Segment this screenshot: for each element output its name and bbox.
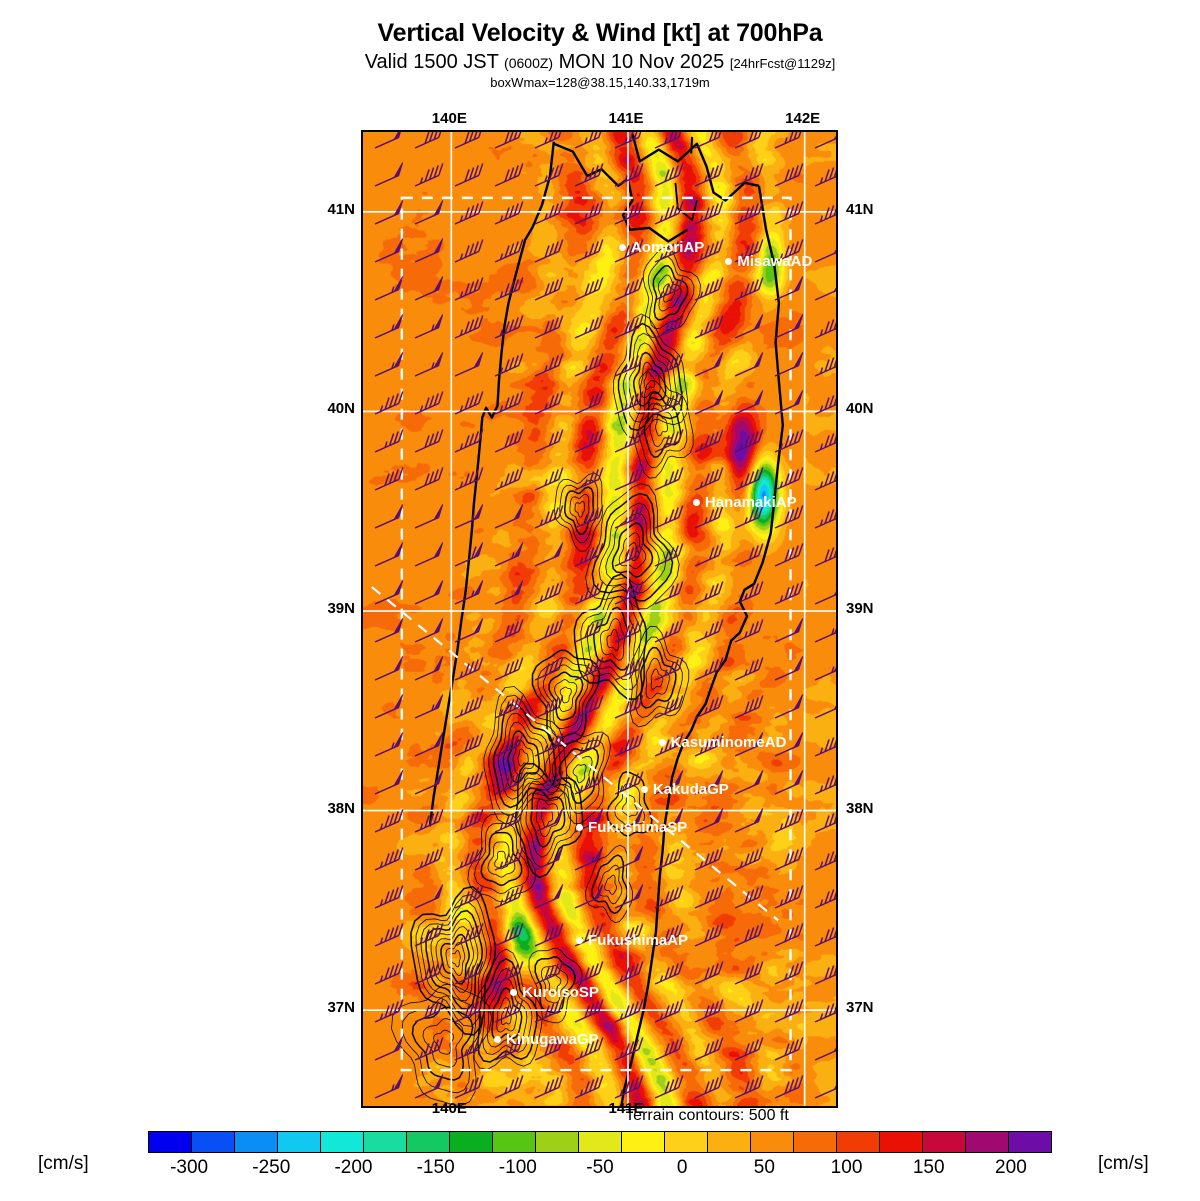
valid-time-prefix: Valid 1500 JST	[364, 51, 499, 74]
colorbar-tick: -300	[170, 1157, 209, 1178]
title-block: Vertical Velocity & Wind [kt] at 700hPa …	[0, 0, 1200, 90]
colorbar-swatch	[579, 1132, 622, 1152]
page-title: Vertical Velocity & Wind [kt] at 700hPa	[377, 19, 823, 47]
colorbar-tick: -100	[498, 1157, 537, 1178]
colorbar-swatch	[149, 1132, 192, 1152]
terrain-contour-note-text: Terrain contours: 500 ft	[625, 1107, 789, 1124]
colorbar-tick-labels: -300 -250 -200 -150 -100 -50 0 50 100 150 200	[148, 1157, 1052, 1183]
colorbar-swatch	[966, 1132, 1009, 1152]
lat-label-left: 39N	[327, 600, 355, 618]
lat-label-right: 40N	[846, 400, 874, 418]
terrain-contour-note: Terrain contours: 500 ft	[0, 1107, 1200, 1125]
colorbar-swatch	[278, 1132, 321, 1152]
lat-label-right: 37N	[846, 999, 874, 1017]
colorbar-tick: -200	[334, 1157, 373, 1178]
colorbar-swatch	[364, 1132, 407, 1152]
colorbar-tick: 50	[753, 1157, 775, 1178]
colorbar-tick: -50	[586, 1157, 614, 1178]
lat-label-left: 38N	[327, 799, 355, 817]
station-label: KinugawaGP	[505, 1030, 599, 1048]
station-dot-icon	[658, 739, 666, 747]
colorbar-swatch	[837, 1132, 880, 1152]
colorbar-swatch	[880, 1132, 923, 1152]
station-dot-icon	[576, 936, 584, 944]
colorbar-tick: 200	[995, 1157, 1027, 1178]
colorbar-swatch	[923, 1132, 966, 1152]
forecast-tag: [24hrFcst@1129z]	[729, 56, 836, 72]
station-marker[interactable]: FukushimaSP	[576, 819, 687, 836]
valid-time-line: Valid 1500 JST (0600Z) MON 10 Nov 2025 […	[0, 52, 1200, 73]
colorbar-swatch	[192, 1132, 235, 1152]
colorbar-unit-left: [cm/s]	[38, 1153, 89, 1174]
colorbar-tick: 0	[676, 1157, 688, 1178]
map-panel[interactable]: AomoriAP MisawaAD HanamakiAP KasuminomeAD Ka…	[361, 130, 838, 1108]
colorbar-swatch	[536, 1132, 579, 1152]
station-marker[interactable]: MisawaAD	[725, 253, 812, 270]
vertical-velocity-field	[363, 132, 836, 1106]
lat-label-left: 41N	[327, 200, 355, 218]
station-label: FukushimaSP	[588, 819, 688, 837]
colorbar-swatch	[321, 1132, 364, 1152]
lat-label-right: 39N	[846, 600, 874, 618]
colorbar-tick: -150	[416, 1157, 455, 1178]
lat-label-left: 40N	[327, 400, 355, 418]
station-marker[interactable]: FukushimaAP	[576, 932, 688, 949]
station-dot-icon	[640, 786, 648, 794]
station-marker[interactable]: HanamakiAP	[692, 493, 797, 511]
colorbar-tick: 150	[912, 1157, 945, 1178]
station-label: MisawaAD	[737, 253, 813, 271]
station-marker[interactable]: KakudaGP	[640, 781, 729, 799]
colorbar-swatch	[235, 1132, 278, 1152]
lat-label-right: 38N	[846, 799, 874, 817]
colorbar-swatch	[665, 1132, 708, 1152]
colorbar-panel: Terrain contours: 500 ft [cm/s] [cm/s] -…	[0, 1107, 1200, 1201]
colorbar-swatch	[708, 1132, 751, 1152]
lon-label-top: 142E	[785, 110, 821, 127]
station-label: AomoriAP	[630, 238, 705, 256]
station-label: KakudaGP	[652, 781, 729, 799]
map-overlay-layer	[363, 132, 836, 1106]
colorbar-swatch	[450, 1132, 493, 1152]
colorbar-unit-right: [cm/s]	[1098, 1153, 1149, 1174]
station-label: KasuminomeAD	[670, 734, 787, 752]
station-label: FukushimaAP	[588, 931, 689, 949]
colorbar-tick: 100	[830, 1157, 863, 1178]
station-marker[interactable]: KasuminomeAD	[658, 734, 787, 752]
colorbar-tick: -250	[252, 1157, 291, 1178]
station-dot-icon	[725, 258, 733, 266]
colorbar-swatch	[407, 1132, 450, 1152]
station-dot-icon	[493, 1035, 501, 1043]
lon-label-top: 140E	[431, 110, 467, 127]
colorbar-swatch	[794, 1132, 837, 1152]
station-dot-icon	[576, 824, 584, 832]
station-dot-icon	[510, 988, 518, 996]
lon-label-top: 141E	[608, 110, 644, 127]
valid-time-zulu: (0600Z)	[504, 55, 554, 72]
colorbar-gradient	[148, 1131, 1052, 1153]
colorbar-swatch	[751, 1132, 794, 1152]
lat-label-right: 41N	[846, 200, 874, 218]
station-label: HanamakiAP	[704, 493, 797, 511]
lat-label-left: 37N	[327, 999, 355, 1017]
colorbar-swatch	[493, 1132, 536, 1152]
colorbar-swatch	[1009, 1132, 1051, 1152]
station-dot-icon	[692, 498, 700, 506]
station-marker[interactable]: KinugawaGP	[493, 1030, 599, 1048]
valid-date: MON 10 Nov 2025	[558, 51, 725, 74]
station-marker[interactable]: KuroisoSP	[510, 984, 599, 1001]
station-dot-icon	[618, 243, 626, 251]
colorbar-swatch	[622, 1132, 665, 1152]
box-wmax-label: boxWmax=128@38.15,140.33,1719m	[490, 75, 710, 91]
station-label: KuroisoSP	[522, 983, 599, 1001]
station-marker[interactable]: AomoriAP	[618, 238, 705, 256]
